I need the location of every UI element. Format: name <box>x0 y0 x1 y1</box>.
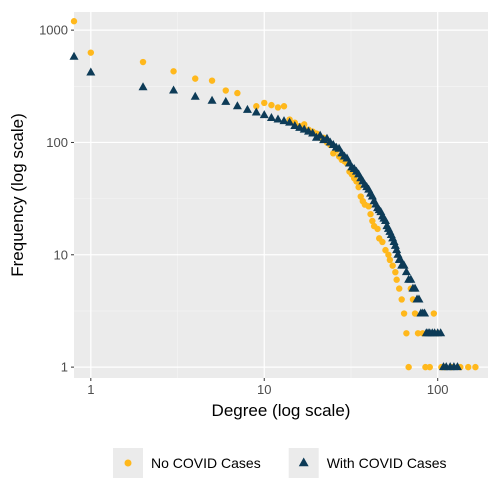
data-point-circle <box>274 104 282 111</box>
data-point-triangle <box>279 116 289 125</box>
data-point-triangle <box>452 362 462 371</box>
data-point-circle <box>386 256 394 264</box>
data-point-circle <box>234 89 241 97</box>
panel-background <box>74 12 488 378</box>
data-point-triangle <box>420 308 430 317</box>
data-point-triangle <box>232 101 242 110</box>
data-point-circle <box>170 68 177 75</box>
data-point-triangle <box>414 294 424 303</box>
data-point-triangle <box>207 95 217 104</box>
data-point-circle <box>280 103 288 110</box>
data-point-triangle <box>315 130 325 139</box>
data-point-circle <box>465 363 472 371</box>
data-point-circle <box>367 210 374 218</box>
data-point-circle <box>301 121 308 128</box>
data-point-circle <box>374 225 381 233</box>
data-point-circle <box>382 246 389 254</box>
data-point-triangle <box>308 128 318 137</box>
data-point-circle <box>398 296 405 303</box>
data-point-triangle <box>138 82 148 91</box>
y-tick-label: 1 <box>61 360 68 375</box>
data-point-triangle <box>221 96 231 105</box>
data-point-circle <box>208 77 216 84</box>
y-tick-label: 1000 <box>39 23 68 38</box>
data-point-triangle <box>290 121 300 130</box>
data-point-circle <box>430 310 438 317</box>
data-point-circle <box>192 75 199 82</box>
data-point-circle <box>403 330 410 337</box>
legend-label: No COVID Cases <box>151 455 261 471</box>
data-point-circle <box>393 276 400 283</box>
data-point-triangle <box>410 283 420 292</box>
x-tick-label: 100 <box>427 382 449 397</box>
data-point-circle <box>400 310 408 317</box>
data-point-triangle <box>399 260 409 269</box>
data-point-circle <box>369 217 376 225</box>
data-point-circle <box>222 87 229 94</box>
legend-key-triangle <box>298 457 309 467</box>
data-point-circle <box>389 262 396 269</box>
data-point-triangle <box>285 117 295 126</box>
data-point-triangle <box>251 107 261 116</box>
x-tick-label: 10 <box>257 382 271 397</box>
data-point-triangle <box>69 51 79 60</box>
data-point-circle <box>405 363 412 371</box>
data-point-circle <box>365 203 372 210</box>
data-point-circle <box>396 285 403 292</box>
legend-key-circle <box>124 459 132 467</box>
data-point-circle <box>87 49 95 56</box>
data-point-triangle <box>259 110 269 119</box>
points-layer <box>69 18 479 371</box>
ticks-layer: 1 10 100 1 10 100 1000 <box>39 23 448 397</box>
legend: No COVID Cases With COVID Cases <box>113 448 447 478</box>
data-point-circle <box>426 363 433 371</box>
y-tick-label: 10 <box>54 247 68 262</box>
data-point-circle <box>261 99 268 107</box>
y-tick-label: 100 <box>46 135 68 150</box>
data-point-triangle <box>242 104 252 113</box>
data-point-circle <box>392 268 399 276</box>
data-point-circle <box>253 103 260 110</box>
data-point-circle <box>414 330 422 337</box>
data-point-triangle <box>392 245 402 254</box>
data-point-circle <box>385 251 392 258</box>
data-point-circle <box>355 183 362 191</box>
data-point-circle <box>139 58 147 66</box>
data-point-triangle <box>169 85 179 94</box>
data-point-triangle <box>406 274 416 283</box>
data-point-triangle <box>401 267 411 276</box>
x-axis-title: Degree (log scale) <box>212 401 351 420</box>
data-point-triangle <box>266 113 276 122</box>
data-point-triangle <box>395 254 405 263</box>
data-point-circle <box>411 310 419 317</box>
data-point-triangle <box>436 328 446 337</box>
legend-label: With COVID Cases <box>327 455 447 471</box>
data-point-circle <box>70 18 78 25</box>
data-point-circle <box>379 238 386 246</box>
y-axis-title: Frequency (log scale) <box>8 113 27 276</box>
data-point-circle <box>268 101 275 109</box>
data-point-triangle <box>86 67 96 76</box>
x-tick-label: 1 <box>87 382 94 397</box>
data-point-triangle <box>380 215 390 224</box>
data-point-triangle <box>273 114 283 123</box>
data-point-triangle <box>311 132 321 141</box>
data-point-triangle <box>190 91 200 100</box>
data-point-circle <box>472 363 479 371</box>
